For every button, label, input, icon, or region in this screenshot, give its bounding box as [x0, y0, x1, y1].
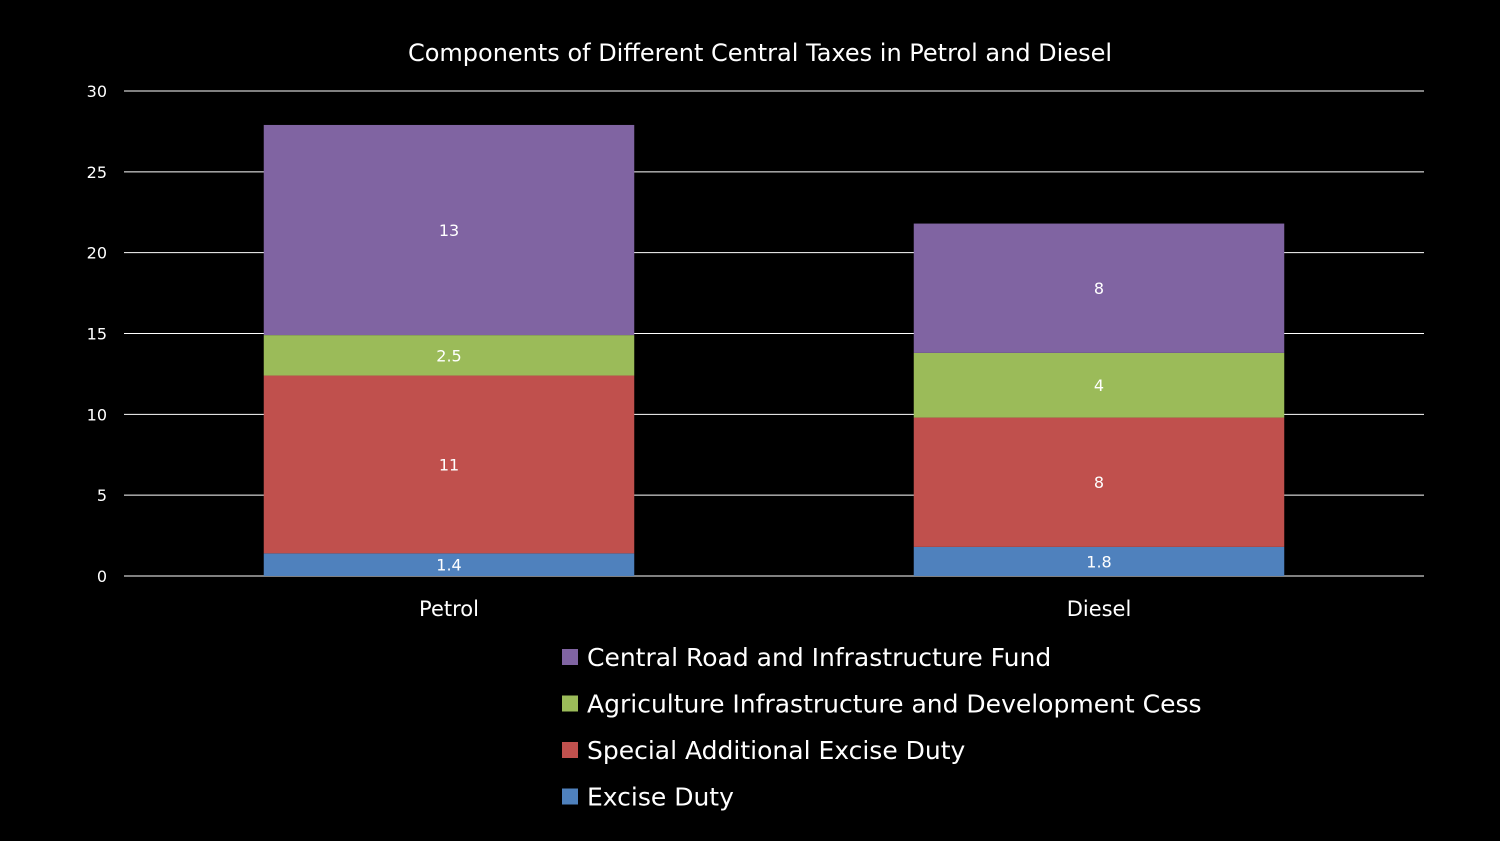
y-tick-label: 10	[87, 405, 107, 424]
bar-segment-diesel-2	[913, 352, 1285, 418]
x-tick-label: Petrol	[419, 597, 479, 621]
legend-label: Excise Duty	[587, 783, 734, 812]
data-label: 11	[439, 455, 459, 474]
legend-label: Central Road and Infrastructure Fund	[587, 643, 1051, 672]
legend-label: Agriculture Infrastructure and Developme…	[587, 690, 1202, 719]
y-tick-label: 30	[87, 82, 107, 101]
bar-segment-petrol-2	[263, 335, 635, 376]
y-tick-label: 25	[87, 163, 107, 182]
y-tick-label: 15	[87, 325, 107, 344]
legend-swatch	[562, 649, 578, 665]
y-axis-ticks: 0 5 10 15 20 25 30	[87, 82, 107, 586]
y-tick-label: 5	[97, 486, 107, 505]
legend-label: Special Additional Excise Duty	[587, 736, 966, 765]
bar-segment-diesel-3	[913, 223, 1285, 353]
legend-swatch	[562, 742, 578, 758]
bar-segment-petrol-3	[263, 124, 635, 336]
bar-segment-diesel-1	[913, 417, 1285, 547]
data-label: 2.5	[436, 346, 461, 365]
bar-segment-petrol-1	[263, 375, 635, 554]
legend-swatch	[562, 695, 578, 712]
y-tick-label: 20	[87, 244, 107, 263]
data-labels: 1.4 11 2.5 13 1.8 8 4 8	[436, 221, 1111, 575]
data-label: 4	[1094, 376, 1104, 395]
legend-swatch	[562, 788, 578, 805]
data-label: 8	[1094, 473, 1104, 492]
data-label: 1.8	[1086, 552, 1111, 571]
legend: Central Road and Infrastructure Fund Agri…	[562, 643, 1202, 812]
bar-segment-diesel-0	[913, 546, 1285, 576]
x-tick-label: Diesel	[1067, 597, 1132, 621]
y-tick-label: 0	[97, 567, 107, 586]
data-label: 1.4	[436, 556, 461, 575]
data-label: 13	[439, 221, 459, 240]
x-axis-ticks: Petrol Diesel	[419, 597, 1131, 621]
data-label: 8	[1094, 279, 1104, 298]
bar-segment-petrol-0	[263, 553, 635, 576]
chart-title: Components of Different Central Taxes in…	[408, 39, 1112, 67]
bars	[263, 124, 1285, 576]
